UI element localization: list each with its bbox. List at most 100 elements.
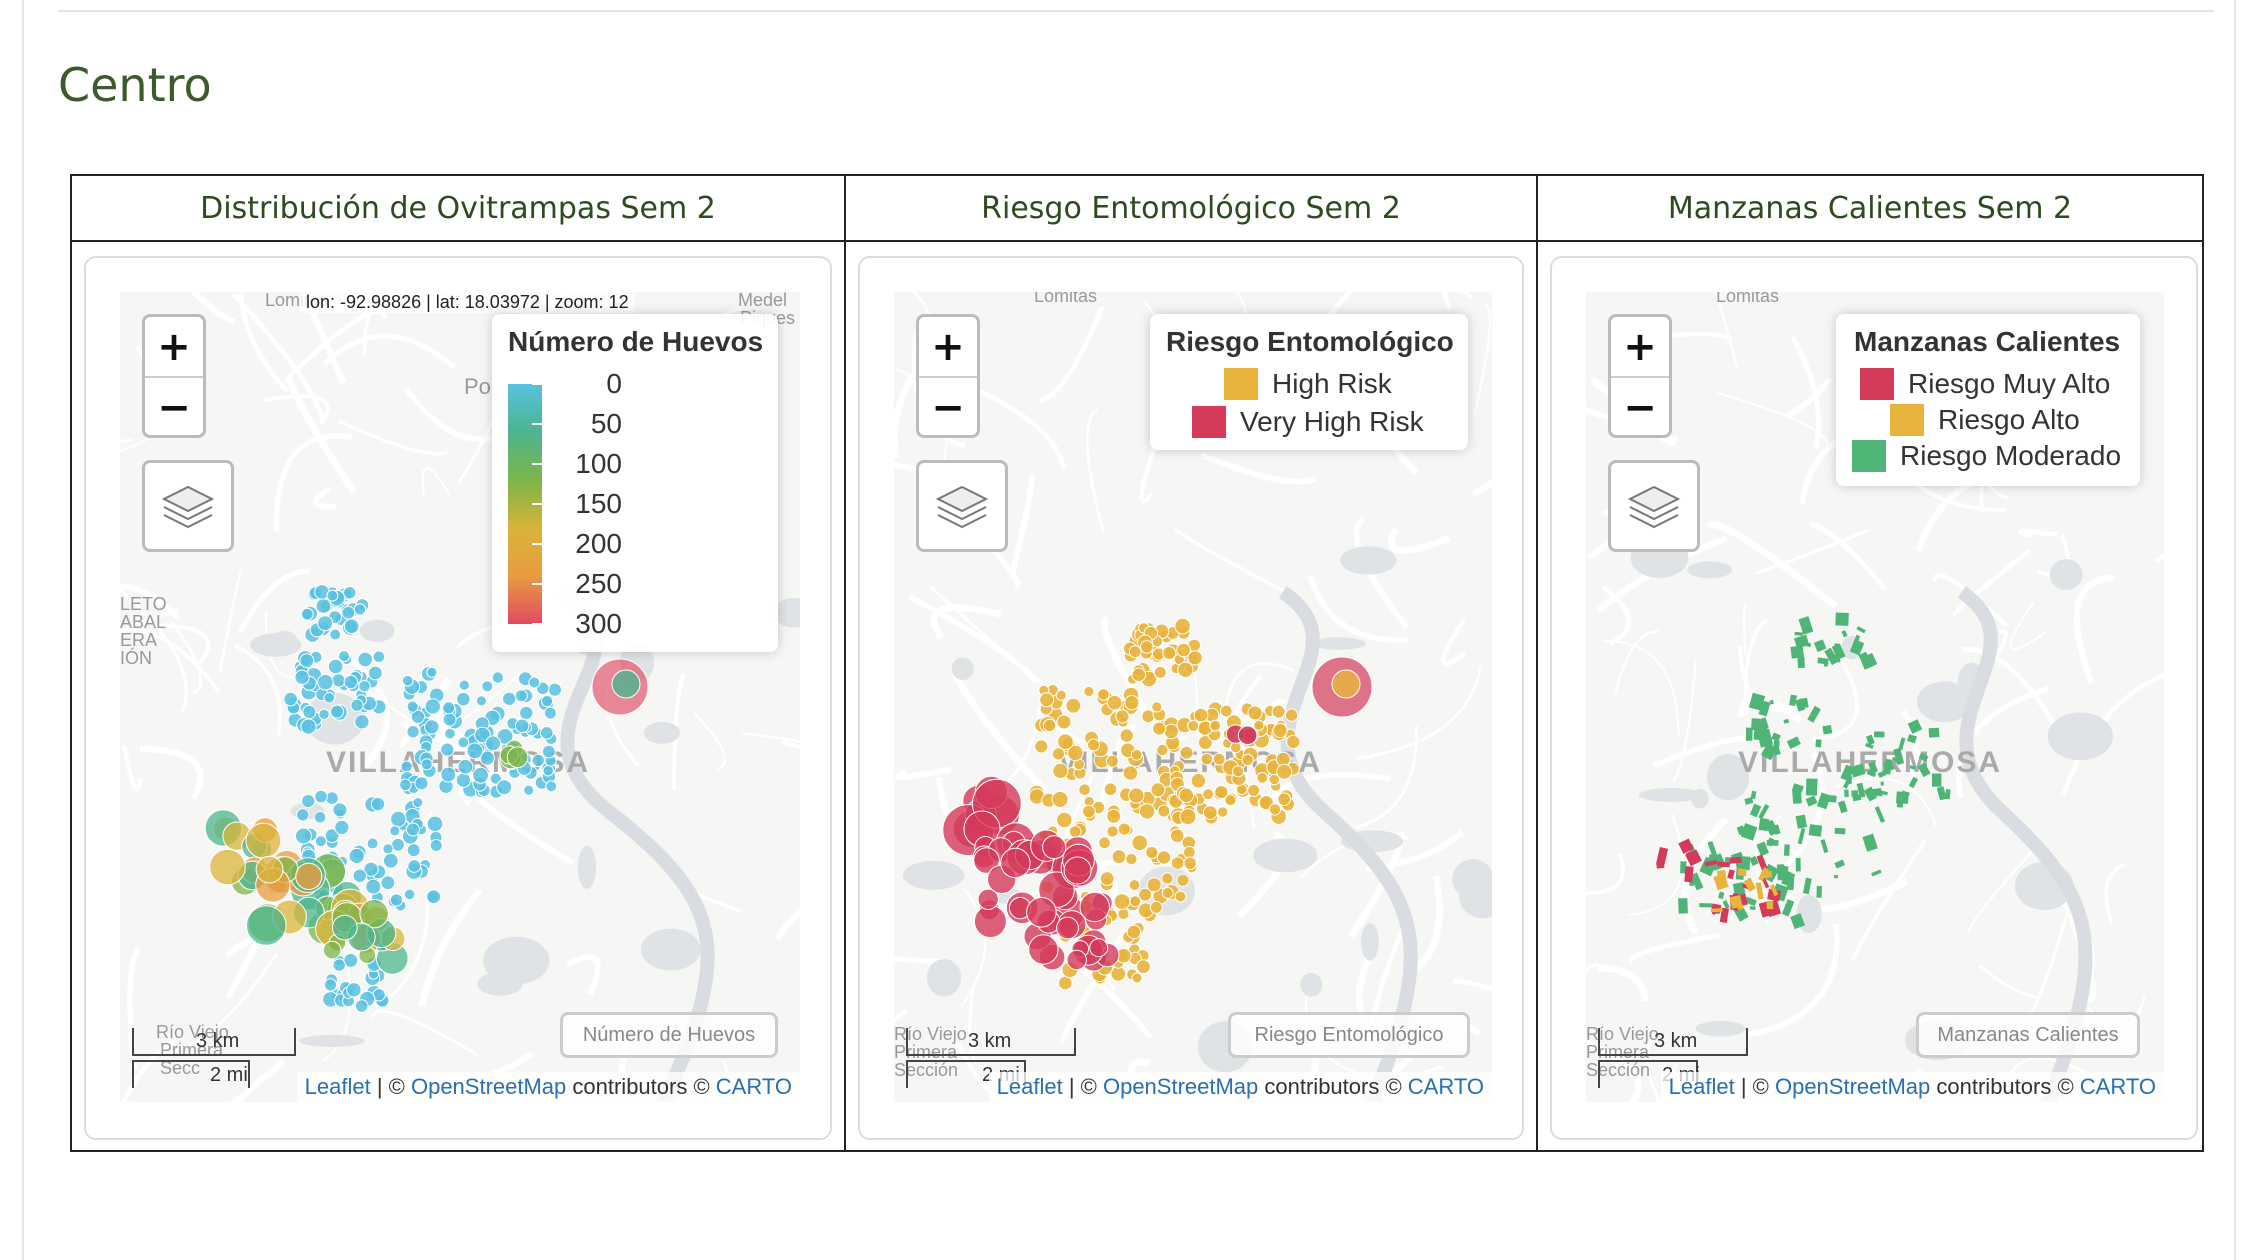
water [1687, 561, 1732, 579]
manzana-block [1748, 692, 1766, 711]
road [894, 766, 952, 781]
layer-toggle-button[interactable]: Riesgo Entomológico [1228, 1012, 1470, 1058]
map-point [406, 725, 420, 739]
map-point [1200, 752, 1214, 766]
manzana-block [1835, 612, 1849, 626]
map-point [343, 674, 359, 690]
road [1473, 303, 1491, 417]
carto-link[interactable]: CARTO [715, 1074, 792, 1099]
map-point [485, 735, 502, 752]
legend-tick: 250 [532, 567, 622, 601]
map-manzanas[interactable]: Lomitas Río Viejo Primera Sección VILLAH… [1586, 292, 2164, 1102]
road [1356, 725, 1418, 829]
road [693, 712, 727, 771]
manzana-block [1743, 877, 1756, 892]
map-point [444, 727, 456, 740]
road [968, 985, 977, 1064]
manzana-block [1792, 788, 1802, 804]
manzana-block [1917, 762, 1931, 778]
road [1900, 709, 1920, 780]
map-point [1119, 728, 1134, 743]
map-point [1241, 753, 1254, 767]
place-label: Río Viejo [894, 1024, 967, 1044]
layers-button[interactable] [1608, 460, 1700, 552]
zoom-in-button[interactable]: + [919, 317, 977, 378]
map-point [365, 878, 382, 895]
map-point [1117, 822, 1131, 836]
manzana-block [1758, 804, 1770, 820]
zoom-in-button[interactable]: + [145, 317, 203, 378]
manzana-block [1757, 728, 1774, 748]
map-point [350, 698, 364, 712]
layer-toggle-button[interactable]: Manzanas Calientes [1916, 1012, 2140, 1058]
manzana-block [1892, 756, 1899, 762]
map-point [1099, 871, 1115, 886]
map-point [399, 778, 412, 792]
map-point [1098, 836, 1111, 850]
osm-link[interactable]: OpenStreetMap [410, 1074, 567, 1099]
road [1601, 585, 1632, 646]
manzana-block [1790, 645, 1804, 659]
map-attribution: Leaflet | © OpenStreetMap contributors ©… [988, 1072, 1492, 1102]
zoom-out-button[interactable]: − [931, 384, 965, 431]
zoom-in-button[interactable]: + [1611, 317, 1669, 378]
map-ovitrampas[interactable]: Lomitas Medel Piques Po LETO ABAL ERA IÓ… [120, 292, 800, 1102]
column-separator [844, 176, 846, 1150]
road [1471, 478, 1492, 497]
map-point [519, 705, 534, 721]
road [1586, 852, 1625, 895]
manzana-block [1862, 833, 1878, 852]
map-point [334, 819, 350, 836]
map-point [1212, 752, 1226, 766]
manzana-block [1880, 781, 1884, 786]
legend-swatch [1852, 440, 1886, 472]
road [231, 292, 325, 424]
legend-tick: 300 [532, 607, 622, 641]
carto-link[interactable]: CARTO [1407, 1074, 1484, 1099]
road [1628, 812, 1684, 916]
manzana-block [1737, 868, 1747, 877]
map-point [1066, 949, 1087, 971]
manzana-block [1866, 734, 1875, 746]
legend-item-riesgo-alto: Riesgo Alto [1890, 402, 2080, 438]
road [973, 386, 1067, 470]
leaflet-link[interactable]: Leaflet [1668, 1074, 1735, 1099]
road [1754, 528, 1870, 576]
manzana-block [1758, 817, 1770, 832]
layer-toggle-button[interactable]: Número de Huevos [560, 1012, 778, 1058]
manzana-block [1816, 792, 1831, 810]
layers-button[interactable] [142, 460, 234, 552]
map-point [1187, 650, 1203, 666]
leaflet-link[interactable]: Leaflet [996, 1074, 1063, 1099]
carto-link[interactable]: CARTO [2079, 1074, 2156, 1099]
zoom-out-button[interactable]: − [157, 384, 191, 431]
legend-tick: 100 [532, 447, 622, 481]
map-point [1128, 879, 1141, 891]
zoom-out-button[interactable]: − [1623, 384, 1657, 431]
layers-button[interactable] [916, 460, 1008, 552]
water [951, 657, 974, 681]
map-point [1331, 669, 1361, 699]
map-point [406, 843, 421, 858]
map-point [322, 940, 342, 960]
leaflet-link[interactable]: Leaflet [304, 1074, 371, 1099]
osm-link[interactable]: OpenStreetMap [1774, 1074, 1931, 1099]
map-point [255, 855, 284, 884]
map-point [1156, 850, 1172, 865]
scale-bar: 3 km 2 mi [132, 1028, 332, 1092]
water [1253, 838, 1318, 873]
map-riesgo[interactable]: Lomitas Río Viejo Primera Sección VILLAH… [894, 292, 1492, 1102]
manzana-block [1834, 859, 1846, 869]
map-point [1042, 718, 1057, 733]
osm-link[interactable]: OpenStreetMap [1102, 1074, 1259, 1099]
manzana-block [1837, 800, 1848, 814]
road [1085, 407, 1105, 533]
legend-item-riesgo-moderado: Riesgo Moderado [1852, 438, 2121, 474]
map-point [245, 822, 282, 859]
road [120, 1040, 176, 1102]
place-label: Primera [894, 1042, 958, 1062]
manzana-block [1786, 736, 1801, 749]
road [1784, 376, 1833, 419]
map-point [302, 704, 317, 719]
legend-title: Riesgo Entomológico [1166, 326, 1454, 357]
